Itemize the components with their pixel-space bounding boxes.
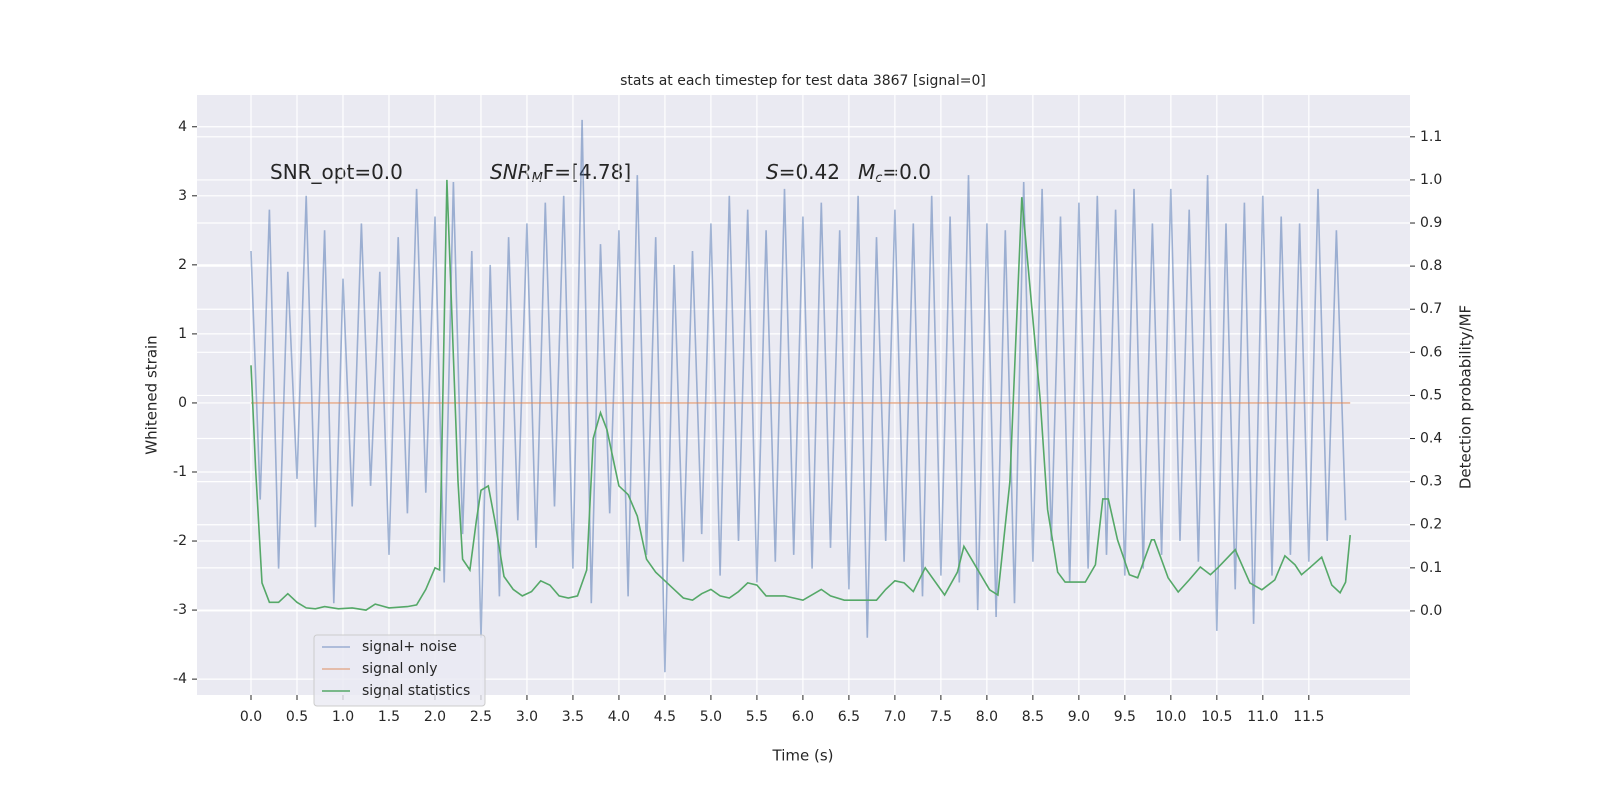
x-tick-label: 2.0: [424, 709, 446, 725]
series-line: [250, 179, 1351, 611]
y2-tick-label: 1.1: [1420, 129, 1442, 145]
y2-tick-label: 0.9: [1420, 215, 1442, 231]
y2-tick-label: 0.4: [1420, 431, 1442, 447]
y2-tick-label: 0.8: [1420, 258, 1442, 274]
x-tick-label: 6.0: [792, 709, 814, 725]
annotation: SNRMF=[4.78]: [490, 160, 631, 186]
x-tick-label: 7.5: [930, 709, 952, 725]
x-tick-label: 4.5: [654, 709, 676, 725]
x-tick-label: 8.5: [1022, 709, 1044, 725]
y2-tick-label: 0.7: [1420, 301, 1442, 317]
annotation-text: S: [766, 160, 779, 184]
x-tick-label: 11.5: [1293, 709, 1324, 725]
annotation-subscript: M: [532, 171, 543, 186]
y2-tick-label: 0.0: [1420, 603, 1442, 619]
legend-box: [313, 634, 486, 707]
y-tick-label: 1: [178, 326, 187, 342]
x-tick-label: 1.0: [332, 709, 354, 725]
y2-tick-label: 0.3: [1420, 474, 1442, 490]
y2-tick-label: 0.2: [1420, 517, 1442, 533]
x-tick-label: 5.0: [700, 709, 722, 725]
legend: signal+ noise signal only signal statistic…: [313, 634, 486, 707]
annotation-subscript: c: [875, 171, 882, 186]
y-tick-label: -1: [173, 464, 187, 480]
x-tick-label: 0.0: [240, 709, 262, 725]
x-tick-label: 1.5: [378, 709, 400, 725]
x-tick-label: 10.5: [1201, 709, 1232, 725]
x-tick-label: 8.0: [976, 709, 998, 725]
y2-tick-label: 0.6: [1420, 344, 1442, 360]
x-tick-label: 0.5: [286, 709, 308, 725]
legend-label: signal+ noise: [362, 639, 457, 655]
x-tick-label: 9.5: [1114, 709, 1136, 725]
x-tick-label: 11.0: [1247, 709, 1278, 725]
x-tick-label: 3.5: [562, 709, 584, 725]
y2-tick-label: 1.0: [1420, 172, 1442, 188]
y-tick-label: 3: [178, 188, 187, 204]
y2-tick-label: 0.5: [1420, 387, 1442, 403]
y-tick-label: 4: [178, 119, 187, 135]
y-tick-label: 0: [178, 395, 187, 411]
y-tick-label: -4: [173, 671, 187, 687]
x-tick-label: 2.5: [470, 709, 492, 725]
y-tick-label: 2: [178, 257, 187, 273]
x-tick-label: 10.0: [1155, 709, 1186, 725]
x-tick-label: 4.0: [608, 709, 630, 725]
annotation-text: M: [858, 160, 875, 184]
x-tick-label: 6.5: [838, 709, 860, 725]
y2-tick-label: 0.1: [1420, 560, 1442, 576]
y-tick-label: -2: [173, 533, 187, 549]
y-axis-label: Whitened strain: [143, 335, 161, 454]
y-tick-label: -3: [173, 602, 187, 618]
x-axis-label: Time (s): [772, 747, 834, 765]
chart-title: stats at each timestep for test data 386…: [620, 73, 986, 89]
legend-label: signal only: [362, 661, 437, 677]
x-tick-label: 7.0: [884, 709, 906, 725]
legend-label: signal statistics: [362, 683, 470, 699]
y2-axis-label: Detection probability/MF: [1457, 305, 1475, 489]
x-tick-label: 5.5: [746, 709, 768, 725]
series-line: [250, 119, 1347, 673]
x-tick-label: 9.0: [1068, 709, 1090, 725]
x-tick-label: 3.0: [516, 709, 538, 725]
